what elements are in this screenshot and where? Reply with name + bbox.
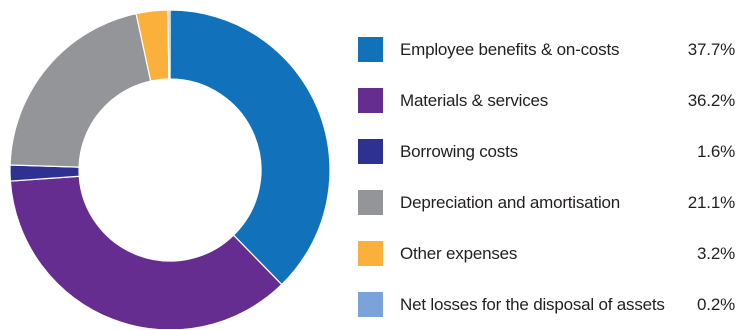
legend-label: Other expenses [400,243,518,263]
chart-legend: Employee benefits & on-costs 37.7% Mater… [358,24,736,330]
legend-item-borrowing-costs: Borrowing costs 1.6% [358,126,736,177]
donut-chart [9,9,331,329]
legend-swatch [358,88,383,113]
legend-value: 0.2% [697,294,735,314]
legend-item-materials-services: Materials & services 36.2% [358,75,736,126]
legend-value: 1.6% [697,141,735,161]
legend-item-net-losses: Net losses for the disposal of assets 0.… [358,279,736,330]
legend-item-other-expenses: Other expenses 3.2% [358,228,736,279]
donut-slice-materials-services [9,175,283,329]
legend-value: 3.2% [697,243,735,263]
legend-value: 21.1% [687,192,735,212]
donut-slice-employee-benefits-on-costs [169,9,331,286]
legend-item-employee-benefits: Employee benefits & on-costs 37.7% [358,24,736,75]
donut-slice-depreciation-and-amortisation [9,12,152,168]
legend-value: 36.2% [687,90,735,110]
legend-swatch [358,241,383,266]
legend-label: Depreciation and amortisation [400,192,621,212]
legend-label: Employee benefits & on-costs [400,39,620,59]
legend-label: Borrowing costs [400,141,518,161]
legend-item-depreciation: Depreciation and amortisation 21.1% [358,177,736,228]
legend-label: Net losses for the disposal of assets [400,294,665,314]
legend-swatch [358,292,383,317]
legend-swatch [358,139,383,164]
donut-slice-net-losses-for-the-disposal-of-assets [167,9,171,80]
legend-swatch [358,37,383,62]
legend-value: 37.7% [687,39,735,59]
legend-label: Materials & services [400,90,549,110]
legend-swatch [358,190,383,215]
